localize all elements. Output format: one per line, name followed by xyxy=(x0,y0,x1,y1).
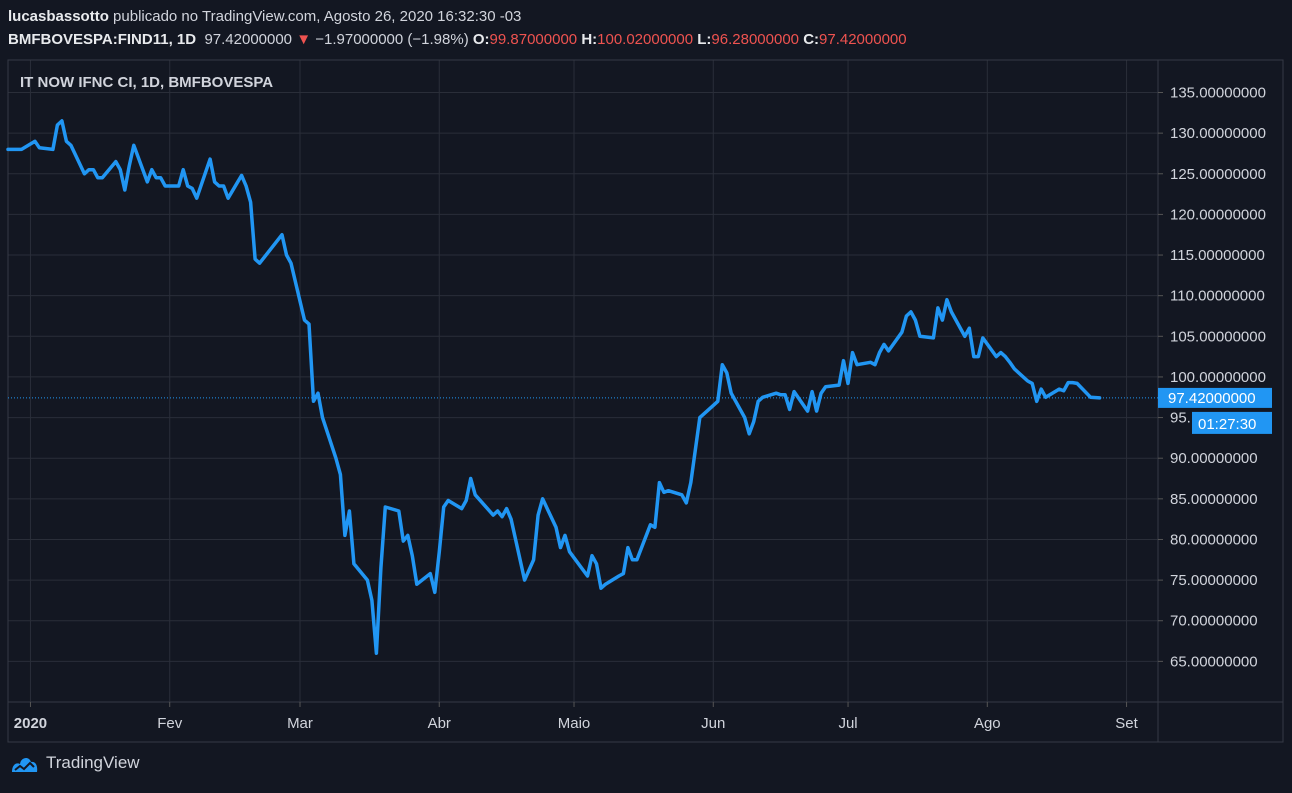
high-value: 100.02000000 xyxy=(597,31,694,48)
y-tick-label: 100.00000000 xyxy=(1170,369,1266,386)
chart-title: IT NOW IFNC CI, 1D, BMFBOVESPA xyxy=(20,74,273,91)
brand-name: TradingView xyxy=(46,753,140,772)
symbol-label: BMFBOVESPA:FIND11, 1D xyxy=(8,31,197,48)
y-tick-label: 85.00000000 xyxy=(1170,491,1258,508)
y-tick-label: 135.00000000 xyxy=(1170,85,1266,102)
x-tick-label: Abr xyxy=(428,715,451,732)
down-arrow-icon: ▼ xyxy=(296,31,312,48)
x-tick-label: Set xyxy=(1115,715,1138,732)
y-tick-label: 125.00000000 xyxy=(1170,166,1266,183)
close-value: 97.42000000 xyxy=(819,31,907,48)
x-tick-label: Ago xyxy=(974,715,1001,732)
high-label: H: xyxy=(581,31,598,48)
y-tick-label: 130.00000000 xyxy=(1170,125,1266,142)
y-tick-label: 70.00000000 xyxy=(1170,613,1258,630)
series-line[interactable] xyxy=(6,119,1102,655)
last-price-tag-bg xyxy=(1158,387,1272,408)
y-tick-label: 115.00000000 xyxy=(1170,247,1265,264)
countdown-tag-bg xyxy=(1192,411,1272,434)
x-tick-label: Mar xyxy=(287,715,313,732)
y-tick-label: 105.00000000 xyxy=(1170,328,1266,345)
y-tick-label: 80.00000000 xyxy=(1170,531,1258,548)
x-tick-label: Jun xyxy=(701,715,725,732)
countdown-label: 01:27:30 xyxy=(1198,416,1256,433)
time-axis[interactable]: 2020 Fev Mar Abr Maio Jun Jul Ago Set xyxy=(14,702,1139,732)
author-name[interactable]: lucasbassotto xyxy=(8,8,109,25)
last-price-tag: 97.42000000 xyxy=(1158,387,1272,408)
y-tick-label: 65.00000000 xyxy=(1170,653,1258,670)
x-tick-label: 2020 xyxy=(14,715,47,732)
brand-footer[interactable]: TradingView xyxy=(10,752,140,774)
price-change: −1.97000000 (−1.98%) xyxy=(315,31,469,48)
low-value: 96.28000000 xyxy=(711,31,800,48)
close-label: C: xyxy=(803,31,820,48)
publish-info: lucasbassotto publicado no TradingView.c… xyxy=(8,7,521,27)
x-tick-label: Maio xyxy=(558,715,591,732)
open-value: 99.87000000 xyxy=(489,31,578,48)
y-tick-label: 90.00000000 xyxy=(1170,450,1258,467)
published-text: publicado no TradingView.com, Agosto 26,… xyxy=(113,8,522,25)
open-label: O: xyxy=(472,31,490,48)
last-price: 97.42000000 xyxy=(204,31,293,48)
y-tick-label: 95. xyxy=(1170,410,1191,427)
tradingview-logo-icon xyxy=(12,758,38,772)
x-tick-label: Fev xyxy=(157,715,183,732)
ohlc-bar: BMFBOVESPA:FIND11, 1D 97.42000000 ▼ −1.9… xyxy=(8,30,907,50)
chart-grid xyxy=(8,60,1158,702)
x-tick-label: Jul xyxy=(838,715,857,732)
y-tick-label: 110.00000000 xyxy=(1170,288,1265,305)
y-tick-label: 120.00000000 xyxy=(1170,206,1266,223)
price-axis[interactable]: 65.00000000 70.00000000 75.00000000 80.0000… xyxy=(1158,85,1266,671)
chart-frame xyxy=(7,59,1284,743)
last-price-tag-label: 97.42000000 xyxy=(1168,390,1256,407)
countdown-tag: 01:27:30 xyxy=(1192,411,1272,434)
low-label: L: xyxy=(697,31,712,48)
y-tick-label: 75.00000000 xyxy=(1170,572,1258,589)
